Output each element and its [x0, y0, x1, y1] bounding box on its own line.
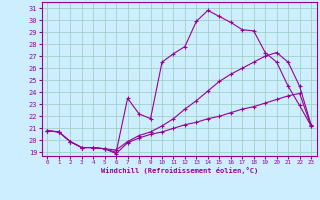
X-axis label: Windchill (Refroidissement éolien,°C): Windchill (Refroidissement éolien,°C)	[100, 167, 258, 174]
